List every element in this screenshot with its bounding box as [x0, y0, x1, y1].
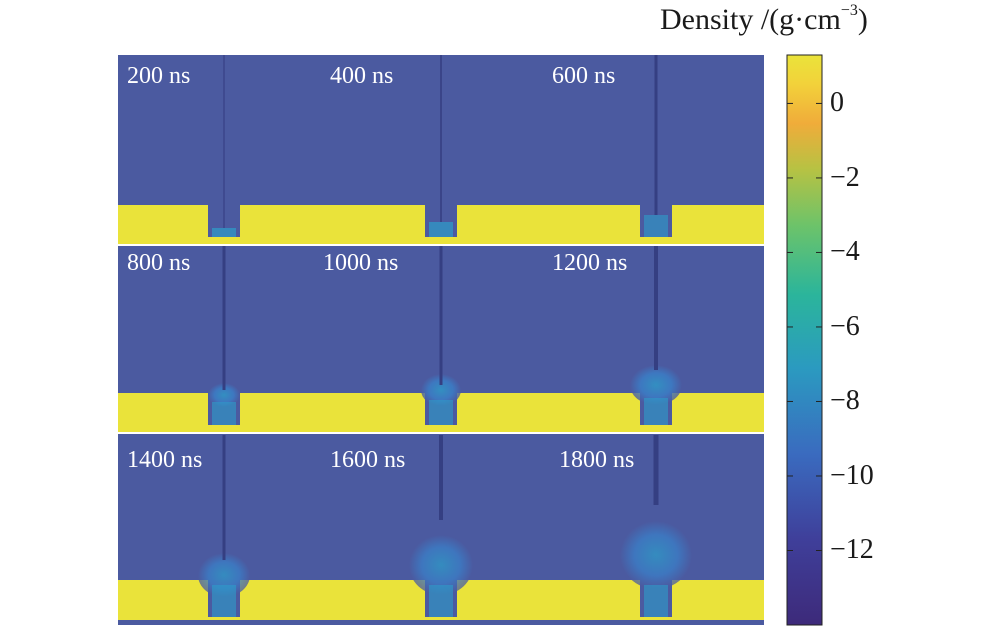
colorbar-ticks — [787, 102, 822, 551]
colorbar-tick-label: −2 — [830, 161, 860, 193]
time-label-200: 200 ns — [127, 63, 191, 89]
colorbar-tick-label: −10 — [830, 459, 874, 491]
row-1 — [118, 55, 764, 245]
time-label-800: 800 ns — [127, 250, 191, 276]
time-label-1800: 1800 ns — [559, 447, 635, 473]
colorbar-tick-label: −4 — [830, 236, 860, 268]
colorbar-tick-label: −12 — [830, 534, 874, 566]
time-label-400: 400 ns — [330, 63, 394, 89]
time-label-600: 600 ns — [552, 63, 616, 89]
colorbar-tick-label: −8 — [830, 385, 860, 417]
colorbar-title: Density /(g·cm−3) — [660, 2, 868, 36]
colorbar — [786, 54, 823, 626]
colorbar-tick-label: −6 — [830, 310, 860, 342]
row-2 — [118, 245, 764, 433]
time-label-1000: 1000 ns — [323, 250, 399, 276]
time-label-1600: 1600 ns — [330, 447, 406, 473]
row-3 — [118, 435, 764, 620]
colorbar-tick-label: 0 — [830, 87, 844, 119]
time-label-1200: 1200 ns — [552, 250, 628, 276]
time-label-1400: 1400 ns — [127, 447, 203, 473]
